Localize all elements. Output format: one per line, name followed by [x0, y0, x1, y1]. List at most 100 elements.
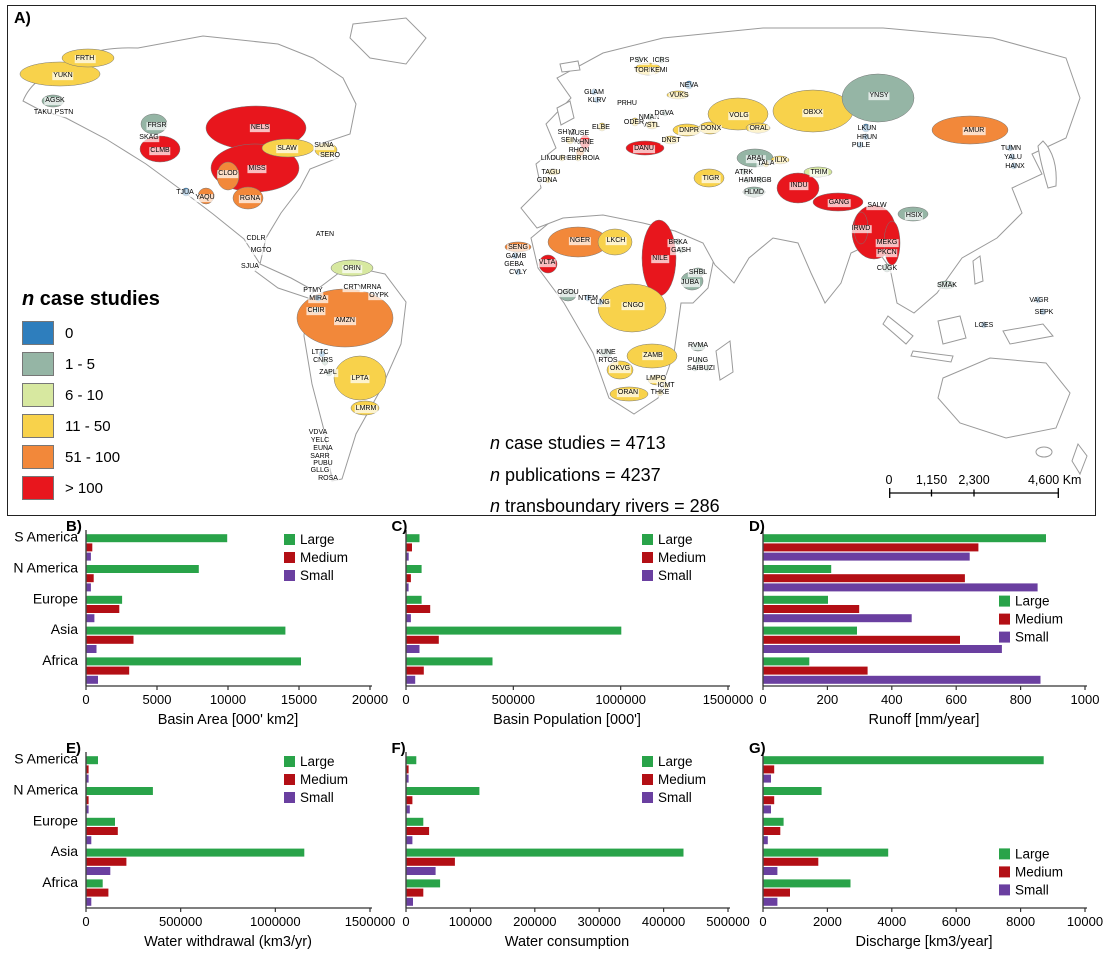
- scalebar-label: 4,600 Km: [1027, 473, 1082, 487]
- bar-n-america-medium: [406, 796, 412, 805]
- bar-s-america-medium: [86, 765, 89, 774]
- map-legend-item: > 100: [22, 476, 160, 500]
- basin-label-cngo: CNGO: [621, 302, 645, 310]
- legend-swatch-c6_10: [22, 383, 54, 407]
- chart-legend-swatch-medium: [641, 774, 653, 785]
- bar-n-america-large: [86, 565, 199, 573]
- basin-label-dnpr: DNPR: [678, 127, 700, 135]
- x-axis-label: Runoff [mm/year]: [869, 712, 980, 728]
- basin-label-atrk: ATRK: [733, 169, 755, 177]
- basin-label-gang: GANG: [827, 199, 851, 207]
- basin-label-pstn: PSTN: [53, 109, 75, 117]
- bar-africa-large: [86, 879, 103, 888]
- map-legend-item: 0: [22, 321, 160, 345]
- bar-n-america-medium: [86, 574, 94, 583]
- bar-n-america-medium: [406, 574, 411, 583]
- scalebar-label: 2,300: [958, 473, 990, 487]
- x-tick-label: 500000: [159, 914, 202, 929]
- basin-label-rtos: RTOS: [597, 357, 619, 365]
- chart-legend-label-large: Large: [658, 532, 693, 547]
- legend-label: > 100: [65, 479, 103, 497]
- basin-label-yaqu: YAQU: [194, 194, 216, 202]
- bar-s-america-small: [406, 774, 409, 783]
- basin-label-icrs: ICRS: [651, 57, 671, 65]
- chart-legend-label-small: Small: [300, 790, 334, 805]
- charts-row-2: E) S America N America Europe Asia Africa 0 500…: [0, 740, 1103, 958]
- bar-s-america-large: [406, 534, 419, 543]
- basin-label-agsk: AGSK: [44, 97, 66, 105]
- x-tick-label: 500000: [491, 692, 534, 707]
- chart-legend-label-medium: Medium: [658, 550, 706, 565]
- basin-label-hsix: HSIX: [904, 212, 924, 220]
- panel-letter-d: D): [749, 518, 765, 535]
- basin-label-slaw: SLAW: [276, 145, 298, 153]
- bar-europe-large: [406, 817, 423, 826]
- chart-legend-swatch-medium: [641, 552, 653, 563]
- bar-s-america-small: [406, 552, 409, 561]
- x-tick-label: 0: [82, 692, 89, 707]
- x-tick-label: 600: [945, 692, 967, 707]
- bar-n-america-small: [86, 583, 91, 592]
- panel-letter-f: F): [391, 740, 406, 757]
- basin-label-euna: EUNA: [312, 445, 334, 453]
- basin-label-roia: ROIA: [581, 155, 601, 163]
- basin-label-aten: ATEN: [314, 231, 336, 239]
- x-axis-label: Discharge [km3/year]: [856, 934, 993, 950]
- basin-label-torn: TORN: [633, 67, 655, 75]
- basin-label-elbe: ELBE: [591, 124, 611, 132]
- scalebar-line: [889, 488, 1059, 498]
- bar-europe-small: [406, 836, 412, 845]
- bar-europe-medium: [763, 605, 860, 613]
- chart-legend-label-large: Large: [300, 754, 335, 769]
- basin-label-ogou: OGOU: [556, 289, 580, 297]
- basin-label-brka: BRKA: [667, 239, 689, 247]
- x-tick-label: 1500000: [345, 914, 396, 929]
- bar-europe-small: [86, 614, 95, 623]
- bar-africa-medium: [406, 666, 424, 675]
- basin-label-tala: TALA: [756, 160, 776, 168]
- basin-label-icmt: ICMT: [656, 382, 676, 390]
- basin-label-irwd: IRWD: [850, 225, 872, 233]
- x-tick-label: 1500000: [702, 692, 753, 707]
- bar-africa-medium: [86, 888, 109, 897]
- basin-label-frth: FRTH: [74, 55, 96, 63]
- map-legend: n case studies 0 1 - 5 6 - 10 11 - 50 51 - 1…: [20, 286, 166, 507]
- basin-label-danu: DANU: [633, 145, 655, 153]
- x-tick-label: 500000: [706, 914, 749, 929]
- bar-n-america-small: [406, 583, 409, 592]
- chart-legend-swatch-large: [641, 756, 653, 767]
- category-label-europe: Europe: [33, 590, 78, 606]
- basin-label-orin: ORIN: [342, 265, 362, 273]
- bar-africa-medium: [763, 888, 790, 897]
- x-tick-label: 800: [1010, 692, 1032, 707]
- basin-label-clng: CLNG: [589, 299, 611, 307]
- bar-europe-medium: [86, 827, 118, 835]
- x-tick-label: 5000: [143, 692, 172, 707]
- x-axis-label: Basin Area [000' km2]: [158, 712, 299, 728]
- bar-asia-small: [86, 645, 97, 653]
- bar-s-america-medium: [406, 765, 409, 774]
- bar-asia-large: [763, 848, 889, 857]
- bar-asia-large: [86, 848, 305, 857]
- basin-label-sero: SERO: [319, 152, 341, 160]
- basin-label-lmrm: LMRM: [354, 405, 378, 413]
- basin-label-mira: MIRA: [308, 295, 328, 303]
- scalebar-labels: 0 1,150 2,300 4,600 Km: [886, 473, 1082, 488]
- basin-label-miss: MISS: [247, 165, 267, 173]
- x-tick-label: 10000: [1067, 914, 1103, 929]
- bar-s-america-large: [763, 534, 1046, 543]
- x-tick-label: 0: [402, 914, 409, 929]
- chart-legend-swatch-large: [999, 848, 1010, 860]
- bar-africa-large: [86, 657, 301, 666]
- bar-asia-medium: [763, 857, 819, 866]
- basin-label-gamb: GAMB: [504, 253, 528, 261]
- x-tick-label: 0: [82, 914, 89, 929]
- bar-africa-small: [86, 675, 98, 684]
- bar-asia-small: [763, 645, 1002, 653]
- figure: FRTH YUKN AGSK TAKU PSTN FRSR SKAG CLMB NELS MISS…: [0, 5, 1103, 965]
- map-legend-items: 0 1 - 5 6 - 10 11 - 50 51 - 100 > 100: [22, 321, 160, 500]
- category-label-asia: Asia: [51, 843, 78, 859]
- chart-legend-swatch-small: [999, 884, 1010, 896]
- basin-label-ebro: EBRO: [566, 155, 588, 163]
- basin-label-mrgb: MRGB: [749, 177, 773, 185]
